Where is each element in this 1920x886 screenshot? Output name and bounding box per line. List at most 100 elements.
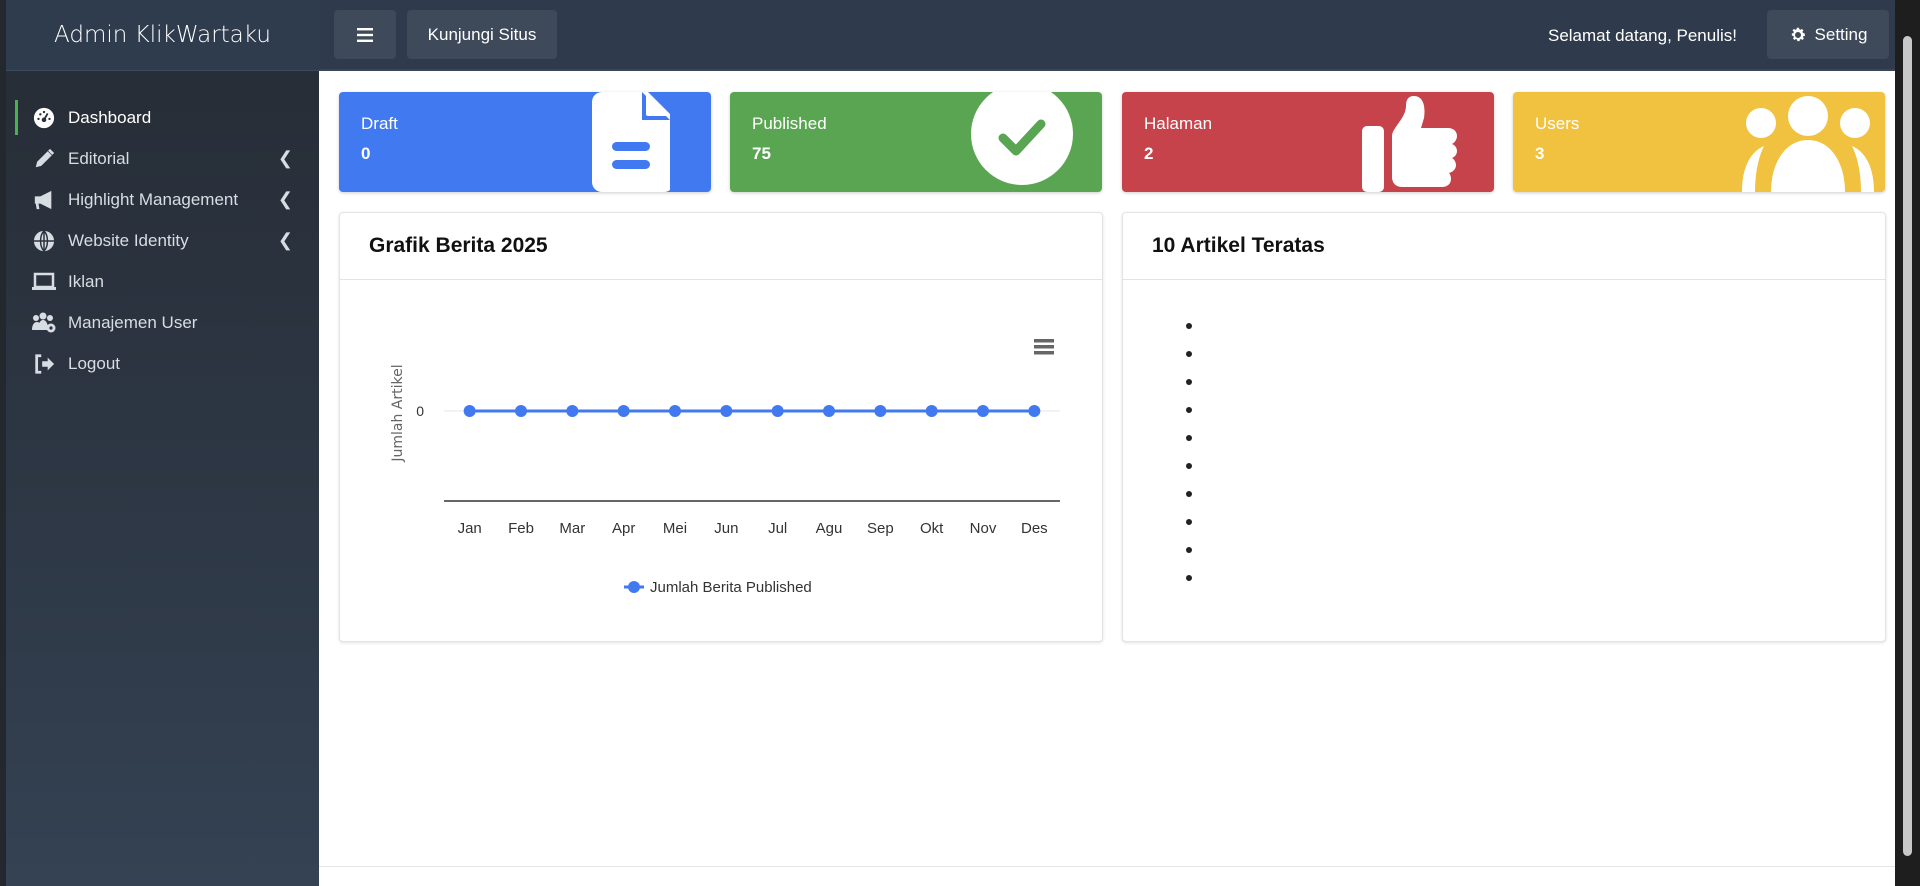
scrollbar-thumb[interactable] (1903, 36, 1912, 856)
x-tick-label: Feb (508, 520, 534, 537)
top-article-item[interactable] (1181, 480, 1202, 508)
bullet (1186, 463, 1192, 469)
halaman-card[interactable]: Halaman 2 (1122, 92, 1494, 192)
top-article-item[interactable] (1181, 424, 1202, 452)
users-icon (1742, 96, 1874, 192)
data-point (515, 405, 527, 417)
top-article-item[interactable] (1181, 340, 1202, 368)
setting-button[interactable]: Setting (1767, 10, 1889, 59)
sidebar-toggle-button[interactable] (334, 10, 396, 59)
chevron-left-icon[interactable]: ❮ (277, 148, 293, 168)
chart-menu-icon[interactable] (1034, 339, 1054, 355)
card-label: Published (752, 114, 827, 133)
sidebar-item-label: Logout (68, 353, 120, 373)
sidebar-item-website-identity[interactable]: Website Identity ❮ (6, 220, 319, 261)
sidebar-item-highlight-management[interactable]: Highlight Management ❮ (6, 179, 319, 220)
chart-panel-title: Grafik Berita 2025 (340, 213, 1102, 280)
chart-panel: Grafik Berita 2025 Jumlah Artikel 0 Jan Feb… (339, 212, 1103, 642)
chevron-left-icon[interactable]: ❮ (277, 189, 293, 209)
brand-title[interactable]: Admin KlikWartaku (6, 0, 319, 71)
card-value: 75 (752, 144, 771, 163)
top-articles-list (1181, 312, 1202, 592)
sidebar-item-editorial[interactable]: Editorial ❮ (6, 138, 319, 179)
x-tick-label: Jun (714, 520, 738, 537)
bullet (1186, 435, 1192, 441)
top-article-item[interactable] (1181, 396, 1202, 424)
gauge-icon (30, 106, 58, 130)
x-tick-label: Okt (920, 520, 944, 537)
visit-site-button[interactable]: Kunjungi Situs (407, 10, 557, 59)
sidebar-item-iklan[interactable]: Iklan (6, 261, 319, 302)
bullet (1186, 323, 1192, 329)
card-value: 3 (1535, 144, 1545, 163)
topbar: Kunjungi Situs Selamat datang, Penulis! … (319, 0, 1895, 71)
data-point (874, 405, 887, 417)
card-label: Users (1535, 114, 1580, 133)
y-tick-label: 0 (416, 403, 424, 419)
sidebar-item-manajemen-user[interactable]: Manajemen User (6, 302, 319, 343)
bullet (1186, 351, 1192, 357)
x-tick-label: Jan (458, 520, 482, 537)
top-articles-panel: 10 Artikel Teratas (1122, 212, 1886, 642)
sidebar-item-label: Website Identity (68, 230, 189, 250)
x-tick-label: Agu (816, 520, 843, 537)
x-tick-label: Nov (970, 520, 997, 537)
legend-label: Jumlah Berita Published (650, 579, 812, 596)
window-edge (0, 0, 6, 886)
sidebar-menu: Dashboard Editorial ❮ Highlight Management ❮… (6, 71, 319, 384)
top-article-item[interactable] (1181, 312, 1202, 340)
sidebar-item-label: Editorial (68, 148, 130, 168)
file-icon (592, 92, 670, 192)
bullhorn-icon (30, 188, 58, 212)
top-article-item[interactable] (1181, 452, 1202, 480)
top-article-item[interactable] (1181, 536, 1202, 564)
sidebar-item-label: Manajemen User (68, 312, 198, 332)
x-tick-label: Jul (768, 520, 787, 537)
sidebar-item-label: Highlight Management (68, 189, 239, 209)
logout-icon (30, 352, 58, 376)
card-value: 2 (1144, 144, 1154, 163)
data-point (720, 405, 733, 417)
chevron-left-icon[interactable]: ❮ (277, 230, 293, 250)
x-tick-label: Apr (612, 520, 635, 537)
card-label: Draft (361, 114, 398, 133)
hamburger-icon (357, 27, 373, 42)
y-axis-label: Jumlah Artikel (390, 364, 406, 462)
card-label: Halaman (1144, 114, 1213, 133)
users-gear-icon (30, 311, 58, 335)
top-article-item[interactable] (1181, 564, 1202, 592)
sidebar: Admin KlikWartaku Dashboard Editorial ❮ Hig… (6, 0, 319, 886)
data-point (1028, 405, 1041, 417)
card-value: 0 (361, 144, 371, 163)
gear-icon (1791, 27, 1805, 41)
x-tick-label: Mei (663, 520, 687, 537)
globe-icon (30, 229, 58, 253)
data-point (566, 405, 579, 417)
sidebar-item-label: Dashboard (68, 107, 152, 127)
sidebar-item-logout[interactable]: Logout (6, 343, 319, 384)
pencil-icon (30, 147, 58, 171)
setting-label: Setting (1814, 24, 1868, 44)
data-point (823, 405, 835, 417)
top-articles-title: 10 Artikel Teratas (1123, 213, 1885, 280)
bullet (1186, 491, 1192, 497)
sidebar-item-dashboard[interactable]: Dashboard (6, 97, 319, 138)
sidebar-item-label: Iklan (68, 271, 104, 291)
page-scrollbar[interactable] (1895, 0, 1920, 886)
x-tick-label: Sep (867, 520, 894, 537)
check-circle-icon (971, 92, 1073, 185)
published-card[interactable]: Published 75 (730, 92, 1102, 192)
data-point (617, 405, 630, 417)
data-point (977, 405, 989, 417)
bullet (1186, 547, 1192, 553)
top-article-item[interactable] (1181, 508, 1202, 536)
data-point (463, 405, 476, 417)
legend-marker (628, 581, 640, 593)
x-tick-label: Des (1021, 520, 1048, 537)
users-card[interactable]: Users 3 (1513, 92, 1885, 192)
laptop-icon (30, 270, 58, 294)
top-article-item[interactable] (1181, 368, 1202, 396)
data-point (925, 405, 938, 417)
draft-card[interactable]: Draft 0 (339, 92, 711, 192)
bullet (1186, 575, 1192, 581)
